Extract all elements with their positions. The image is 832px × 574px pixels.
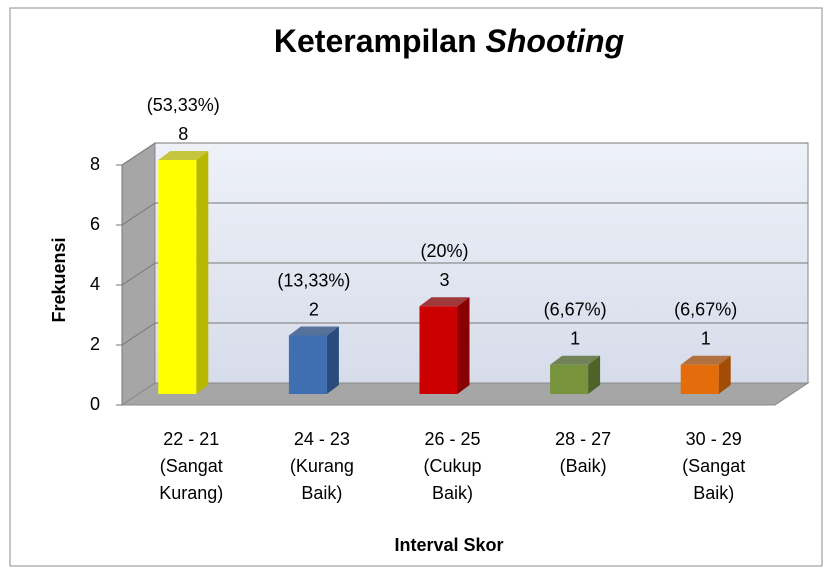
- value-label: 2: [309, 299, 319, 319]
- x-tick-label: 24 - 23: [294, 429, 350, 449]
- grid-line-side: [121, 202, 156, 226]
- bar-side: [457, 297, 470, 394]
- x-tick-label: 22 - 21: [163, 429, 219, 449]
- value-label: 1: [570, 329, 580, 349]
- bar-top: [550, 355, 601, 365]
- bar: [419, 306, 458, 394]
- y-tick-label: 8: [90, 154, 100, 174]
- y-axis-title: Frekuensi: [49, 237, 69, 322]
- bar: [680, 364, 719, 394]
- x-tick-label: (Sangat: [160, 456, 223, 476]
- x-tick-label: 30 - 29: [686, 429, 742, 449]
- percent-label: (20%): [420, 241, 468, 261]
- x-tick-label: (Baik): [560, 456, 607, 476]
- x-tick-label: 26 - 25: [424, 429, 480, 449]
- percent-label: (13,33%): [277, 270, 350, 290]
- percent-label: (6,67%): [544, 300, 607, 320]
- x-tick-label: 28 - 27: [555, 429, 611, 449]
- bar: [158, 160, 197, 394]
- y-tick-label: 2: [90, 334, 100, 354]
- grid-line-side: [121, 322, 156, 346]
- x-axis-title: Interval Skor: [394, 535, 503, 555]
- y-tick-label: 4: [90, 274, 100, 294]
- bar-side: [718, 355, 731, 394]
- bar-top: [680, 355, 731, 365]
- bar-top: [288, 326, 339, 336]
- bar-side: [326, 326, 339, 394]
- x-tick-label: (Sangat: [682, 456, 745, 476]
- y-tick-label: 6: [90, 214, 100, 234]
- bar-top: [158, 151, 209, 160]
- x-tick-label: Baik): [301, 483, 342, 503]
- x-tick-label: Kurang): [159, 483, 223, 503]
- percent-label: (53,33%): [147, 95, 220, 115]
- percent-label: (6,67%): [674, 300, 737, 320]
- value-label: 1: [701, 329, 711, 349]
- y-tick-label: 0: [90, 394, 100, 414]
- value-label: 8: [178, 124, 188, 144]
- grid-line-side: [121, 142, 156, 166]
- bar: [550, 364, 589, 394]
- chart-title: Keterampilan Shooting: [274, 23, 624, 59]
- bar: [288, 335, 327, 394]
- x-tick-label: Baik): [693, 483, 734, 503]
- x-tick-label: (Cukup: [423, 456, 481, 476]
- grid-line-side: [121, 262, 156, 286]
- x-tick-label: Baik): [432, 483, 473, 503]
- title-main: Keterampilan: [274, 23, 477, 59]
- x-tick-label: (Kurang: [290, 456, 354, 476]
- bar-top: [419, 297, 470, 307]
- title-italic: Shooting: [486, 23, 625, 59]
- value-label: 3: [439, 270, 449, 290]
- bar-side: [588, 355, 601, 394]
- bar-side: [196, 151, 209, 394]
